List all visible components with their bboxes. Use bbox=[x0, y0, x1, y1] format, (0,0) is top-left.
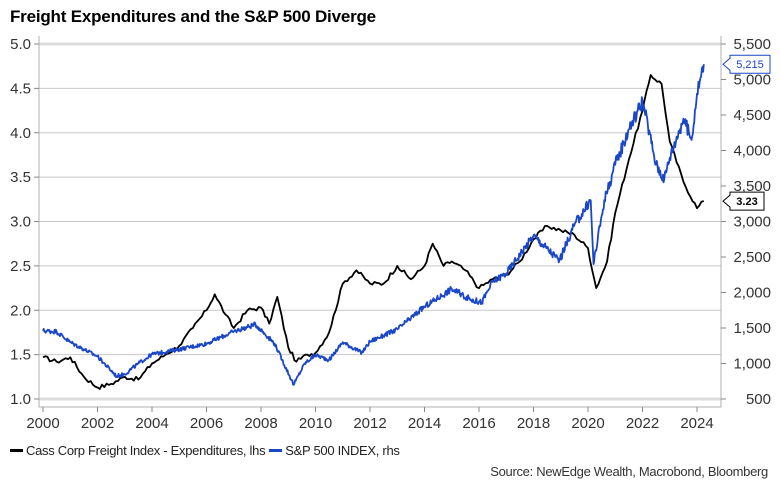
series-line-freight bbox=[42, 74, 704, 390]
y-right-tick-label: 4,500 bbox=[733, 107, 771, 124]
y-left-tick-label: 2.0 bbox=[10, 302, 31, 319]
y-right-tick-label: 3,500 bbox=[733, 178, 771, 195]
x-tick-label: 2002 bbox=[81, 415, 114, 432]
x-tick-label: 2022 bbox=[626, 415, 659, 432]
x-axis-ticks: 2000 2002 2004 2006 2008 2010 2012 2014 2016 2018… bbox=[26, 407, 714, 432]
legend-label-freight: Cass Corp Freight Index - Expenditures, … bbox=[26, 443, 266, 458]
y-left-tick-label: 4.0 bbox=[10, 125, 31, 142]
x-tick-label: 2012 bbox=[353, 415, 386, 432]
callout-label-sp500: 5,215 bbox=[736, 59, 764, 71]
legend-item-freight[interactable]: Cass Corp Freight Index - Expenditures, … bbox=[10, 443, 266, 458]
y-right-tick-label: 3,000 bbox=[733, 214, 771, 231]
y-right-tick-label: 5,500 bbox=[733, 36, 771, 53]
callout-box-freight bbox=[722, 191, 765, 211]
y-right-tick-label: 500 bbox=[746, 391, 771, 408]
y-axis-right-ticks: 5,500 5,000 4,500 4,000 3,500 3,000 2,500 2,000… bbox=[721, 36, 771, 408]
x-tick-label: 2000 bbox=[26, 415, 59, 432]
y-right-tick-label: 1,000 bbox=[733, 356, 771, 373]
y-right-tick-label: 1,500 bbox=[733, 320, 771, 337]
y-right-tick-label: 5,000 bbox=[733, 72, 771, 89]
source-note: Source: NewEdge Wealth, Macrobond, Bloom… bbox=[490, 464, 768, 479]
callout-label-freight: 3.23 bbox=[736, 196, 757, 208]
x-tick-label: 2008 bbox=[244, 415, 277, 432]
last-value-callouts: 3.23 5,215 bbox=[722, 54, 771, 211]
x-tick-label: 2024 bbox=[680, 415, 713, 432]
gridlines bbox=[39, 42, 721, 401]
y-right-tick-label: 2,000 bbox=[733, 285, 771, 302]
y-left-tick-label: 3.5 bbox=[10, 169, 31, 186]
legend-swatch-freight bbox=[10, 449, 23, 452]
series-lines bbox=[42, 64, 705, 390]
y-right-tick-label: 4,000 bbox=[733, 143, 771, 160]
chart-title: Freight Expenditures and the S&P 500 Div… bbox=[10, 7, 376, 26]
series-line-sp500 bbox=[42, 64, 705, 386]
y-left-tick-label: 4.5 bbox=[10, 80, 31, 97]
x-tick-label: 2016 bbox=[462, 415, 495, 432]
legend-item-sp500[interactable]: S&P 500 INDEX, rhs bbox=[269, 443, 400, 458]
y-axis-left-ticks: 5.0 4.5 4.0 3.5 3.0 2.5 2.0 1.5 1.0 bbox=[10, 36, 39, 408]
x-tick-label: 2004 bbox=[135, 415, 168, 432]
y-left-tick-label: 2.5 bbox=[10, 258, 31, 275]
y-left-tick-label: 1.5 bbox=[10, 347, 31, 364]
x-tick-label: 2020 bbox=[571, 415, 604, 432]
y-right-tick-label: 2,500 bbox=[733, 249, 771, 266]
y-left-tick-label: 5.0 bbox=[10, 36, 31, 53]
y-left-tick-label: 3.0 bbox=[10, 214, 31, 231]
x-tick-label: 2010 bbox=[299, 415, 332, 432]
x-tick-label: 2018 bbox=[517, 415, 550, 432]
legend: Cass Corp Freight Index - Expenditures, … bbox=[10, 443, 404, 458]
legend-swatch-sp500 bbox=[269, 449, 283, 452]
callout-box-sp500 bbox=[722, 54, 771, 74]
x-tick-label: 2014 bbox=[408, 415, 441, 432]
y-left-tick-label: 1.0 bbox=[10, 391, 31, 408]
x-tick-label: 2006 bbox=[190, 415, 223, 432]
legend-label-sp500: S&P 500 INDEX, rhs bbox=[285, 443, 400, 458]
